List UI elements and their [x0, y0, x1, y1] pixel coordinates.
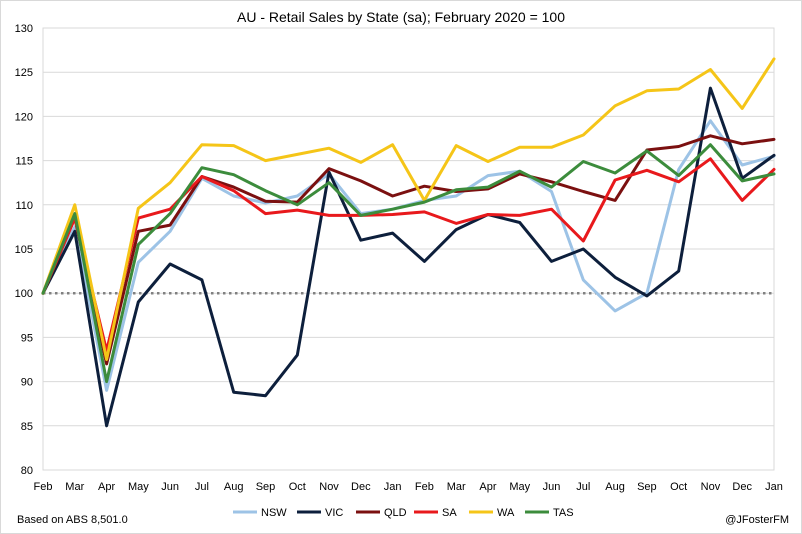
- x-tick-label: Aug: [605, 481, 625, 493]
- x-tick-label: Dec: [732, 481, 752, 493]
- y-tick-label: 105: [15, 244, 33, 256]
- source-note: Based on ABS 8,501.0: [17, 514, 128, 526]
- x-tick-label: Sep: [637, 481, 657, 493]
- y-tick-label: 120: [15, 111, 33, 123]
- y-tick-label: 90: [21, 377, 33, 389]
- legend-label-nsw: NSW: [261, 507, 287, 519]
- y-tick-label: 110: [15, 200, 33, 212]
- legend: NSW VIC QLD SA WA TAS: [233, 507, 574, 519]
- x-tick-label: Oct: [670, 481, 687, 493]
- x-tick-label: Feb: [415, 481, 434, 493]
- author-credit: @JFosterFM: [725, 514, 789, 526]
- y-tick-label: 85: [21, 421, 33, 433]
- series-line-wa: [41, 57, 776, 361]
- series-line-nsw: [41, 119, 776, 392]
- x-tick-label: Aug: [224, 481, 244, 493]
- x-tick-label: Jun: [543, 481, 561, 493]
- legend-label-qld: QLD: [384, 507, 407, 519]
- x-tick-label: May: [509, 481, 530, 493]
- x-tick-label: Apr: [98, 481, 115, 493]
- series-line-sa: [41, 157, 776, 353]
- x-tick-label: Apr: [479, 481, 496, 493]
- x-tick-label: Nov: [701, 481, 721, 493]
- legend-label-wa: WA: [497, 507, 515, 519]
- series-line-vic: [41, 86, 776, 428]
- y-tick-label: 130: [15, 23, 33, 35]
- x-tick-label: Jan: [765, 481, 783, 493]
- x-tick-label: Sep: [256, 481, 276, 493]
- chart-title: AU - Retail Sales by State (sa); Februar…: [237, 9, 565, 25]
- x-tick-label: May: [128, 481, 149, 493]
- axis-labels: 80 85 90 95 100 105 110 115 120 125 130 Feb Mar Apr Ma…: [15, 23, 783, 493]
- legend-label-tas: TAS: [553, 507, 574, 519]
- x-tick-label: Feb: [34, 481, 53, 493]
- x-tick-label: Jul: [195, 481, 209, 493]
- legend-label-vic: VIC: [325, 507, 343, 519]
- x-tick-label: Dec: [351, 481, 371, 493]
- series-lines: [41, 57, 776, 428]
- gridlines: [42, 27, 775, 471]
- y-tick-label: 115: [15, 156, 33, 168]
- x-tick-label: Jan: [384, 481, 402, 493]
- x-tick-label: Jul: [576, 481, 590, 493]
- y-tick-label: 100: [15, 288, 33, 300]
- x-tick-label: Mar: [447, 481, 466, 493]
- legend-label-sa: SA: [442, 507, 457, 519]
- x-tick-label: Mar: [65, 481, 84, 493]
- plot-area-border: [42, 27, 775, 471]
- series-line-tas: [41, 143, 776, 384]
- y-tick-label: 80: [21, 465, 33, 477]
- x-tick-label: Oct: [289, 481, 306, 493]
- x-tick-label: Nov: [319, 481, 339, 493]
- series-line-qld: [41, 134, 776, 366]
- x-tick-label: Jun: [161, 481, 179, 493]
- y-tick-label: 95: [21, 332, 33, 344]
- y-tick-label: 125: [15, 67, 33, 79]
